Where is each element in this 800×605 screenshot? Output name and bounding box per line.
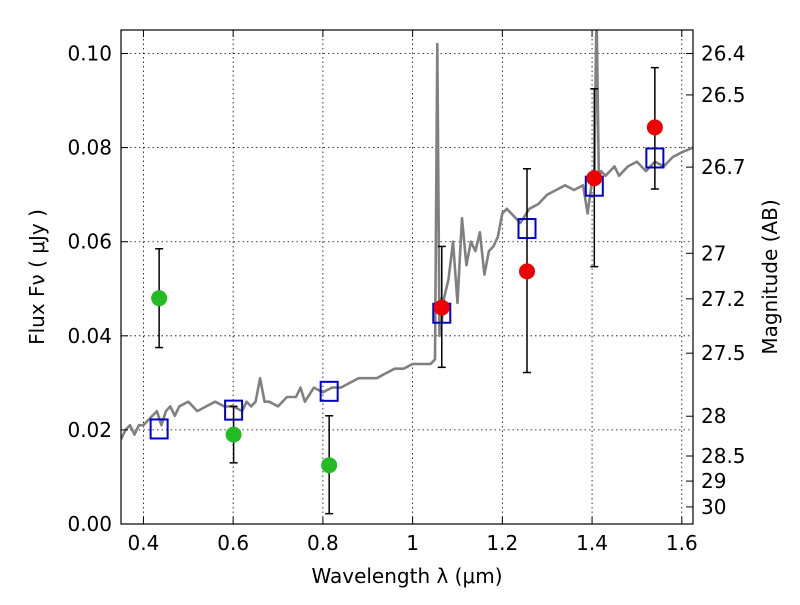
- right-tick-label: 28.5: [701, 444, 746, 468]
- x-tick-label: 0.4: [128, 531, 160, 555]
- x-tick-label: 1.4: [576, 531, 608, 555]
- right-tick-label: 26.4: [701, 42, 746, 66]
- model-photometry-point: [319, 380, 339, 402]
- right-tick-label: 26.5: [701, 83, 746, 107]
- observed-flux-point: [433, 299, 450, 316]
- y-axis-title-right: Magnitude (AB): [758, 199, 782, 354]
- y-tick-label: 0.02: [67, 418, 112, 442]
- observed-flux-point: [151, 290, 168, 307]
- plot-frame: [120, 29, 694, 525]
- right-tick-label: 26.7: [701, 155, 746, 179]
- right-tick-label: 27: [701, 241, 726, 265]
- right-tick-label: 29: [701, 469, 726, 493]
- y-tick-label: 0.04: [67, 324, 112, 348]
- y-tick-label: 0.10: [67, 42, 112, 66]
- grid: [121, 30, 693, 524]
- plot-area: [121, 30, 693, 440]
- observed-flux-point: [646, 119, 663, 136]
- axis-ticks: 0.4 0.6 0.8 1 1.2 1.4 1.6 0.00 0.02 0.04 0.06 0.08 0…: [67, 30, 746, 555]
- right-tick-label: 30: [701, 495, 726, 519]
- x-tick-label: 1.2: [486, 531, 518, 555]
- model-sed-line: [121, 30, 693, 440]
- observed-flux-point: [321, 457, 338, 474]
- x-tick-label: 1.6: [666, 531, 698, 555]
- y-tick-label: 0.06: [67, 230, 112, 254]
- x-tick-label: 0.6: [217, 531, 249, 555]
- right-tick-label: 28: [701, 404, 726, 428]
- observed-flux-point: [586, 170, 603, 187]
- model-photometry-point: [149, 418, 169, 440]
- y-axis-title-left: Flux Fν ( μJy ): [25, 209, 49, 345]
- observed-flux-point: [519, 263, 536, 280]
- x-tick-label: 0.8: [307, 531, 339, 555]
- observed-flux-point: [225, 426, 242, 443]
- y-tick-label: 0.08: [67, 136, 112, 160]
- y-tick-label: 0.00: [67, 512, 112, 536]
- x-axis-title: Wavelength λ (μm): [311, 564, 502, 588]
- markers: [149, 66, 665, 515]
- right-tick-label: 27.5: [701, 341, 746, 365]
- x-tick-label: 1: [406, 531, 419, 555]
- right-tick-label: 27.2: [701, 287, 746, 311]
